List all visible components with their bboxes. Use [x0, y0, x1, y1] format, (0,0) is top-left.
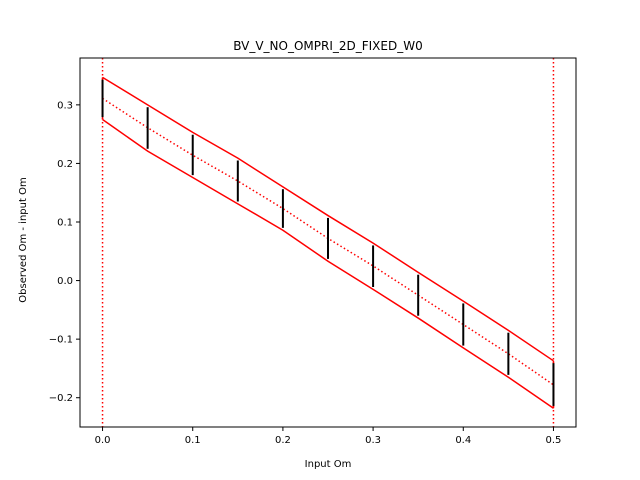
y-tick-label: 0.1 [57, 218, 73, 229]
x-tick-label: 0.2 [275, 435, 291, 446]
x-axis-label: Input Om [305, 459, 352, 470]
x-tick-label: 0.1 [185, 435, 201, 446]
x-tick-label: 0.4 [455, 435, 471, 446]
x-axis: 0.0 0.1 0.2 0.3 0.4 0.5 [95, 427, 562, 446]
y-tick-label: 0.2 [57, 159, 73, 170]
chart-marks [101, 58, 555, 427]
y-axis-label: Observed Om - input Om [18, 177, 29, 302]
x-tick-label: 0.3 [365, 435, 381, 446]
axes-frame [79, 57, 577, 428]
lower-bound-line [102, 118, 554, 409]
chart-title: BV_V_NO_OMPRI_2D_FIXED_W0 [233, 39, 422, 53]
x-tick-label: 0.5 [546, 435, 562, 446]
y-axis: −0.2 −0.1 0.0 0.1 0.2 0.3 [49, 100, 80, 404]
y-tick-label: −0.1 [49, 335, 73, 346]
y-tick-label: 0.0 [57, 276, 73, 287]
x-tick-label: 0.0 [95, 435, 111, 446]
upper-bound-line [102, 76, 554, 362]
y-tick-label: −0.2 [49, 393, 73, 404]
y-tick-label: 0.3 [57, 100, 73, 111]
